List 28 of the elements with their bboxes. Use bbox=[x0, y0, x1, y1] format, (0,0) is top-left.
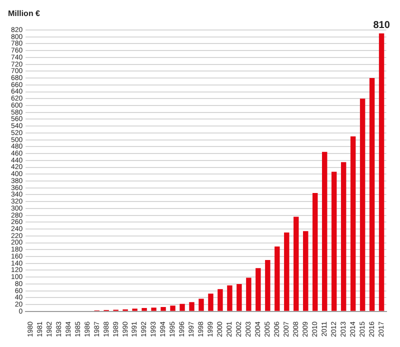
bar bbox=[198, 298, 204, 311]
bar bbox=[378, 33, 384, 311]
bar bbox=[256, 268, 261, 311]
data-label: 810 bbox=[373, 20, 390, 32]
bar bbox=[142, 308, 147, 311]
bar bbox=[227, 285, 232, 311]
y-axis-title: Million € bbox=[8, 9, 41, 18]
bar bbox=[340, 162, 346, 311]
bar bbox=[170, 306, 176, 311]
bar bbox=[151, 308, 156, 311]
bar bbox=[265, 260, 270, 311]
bar bbox=[208, 294, 214, 311]
bar bbox=[189, 302, 194, 311]
bar bbox=[369, 78, 375, 311]
bar bbox=[331, 172, 337, 311]
bar bbox=[160, 306, 166, 311]
bar bbox=[274, 246, 280, 311]
bar bbox=[294, 216, 299, 311]
bar bbox=[312, 193, 318, 311]
bar bbox=[360, 98, 366, 311]
bar bbox=[284, 232, 290, 311]
bar bbox=[350, 136, 356, 311]
bar bbox=[303, 231, 308, 311]
bar bbox=[246, 278, 252, 311]
bar bbox=[236, 284, 242, 311]
bar bbox=[180, 304, 185, 311]
bar bbox=[218, 289, 223, 311]
bar bbox=[322, 152, 328, 311]
